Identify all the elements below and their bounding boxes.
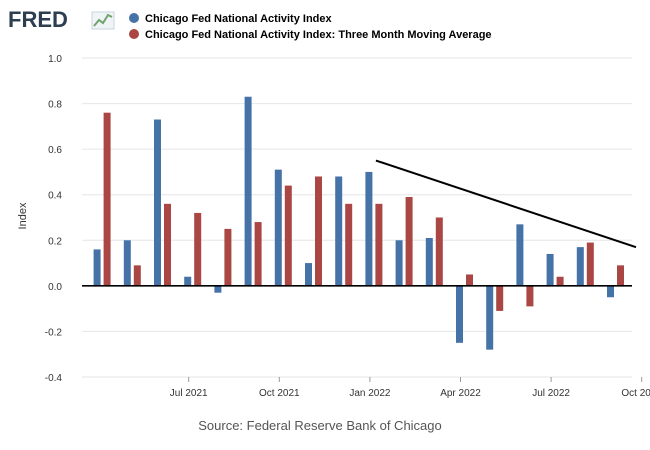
bar-cfnai	[425, 238, 433, 286]
bar-cfnai	[576, 247, 584, 286]
bar-cfnai	[244, 96, 252, 286]
bar-cfnai-ma3	[315, 176, 322, 286]
bars	[93, 96, 624, 350]
bar-cfnai-ma3	[133, 265, 141, 286]
bar-cfnai	[184, 276, 192, 286]
bar-cfnai-ma3	[435, 217, 443, 286]
fred-logo-text: FRED	[8, 7, 68, 32]
bar-cfnai-ma3	[103, 112, 111, 286]
trend-line	[375, 159, 637, 249]
bar-cfnai-ma3	[164, 203, 171, 286]
fred-logo-chart-icon	[91, 11, 115, 30]
bar-cfnai-ma3	[284, 185, 292, 286]
y-tick-label: 0.6	[48, 145, 62, 156]
y-tick-label: 0.4	[48, 191, 62, 202]
bar-cfnai	[123, 240, 131, 286]
y-axis-title: Index	[17, 202, 29, 229]
bar-cfnai	[154, 119, 161, 286]
bar-cfnai-ma3	[345, 203, 353, 286]
bar-cfnai	[335, 176, 343, 286]
bar-cfnai	[305, 263, 312, 286]
source-note: Source: Federal Reserve Bank of Chicago	[198, 418, 442, 433]
bar-cfnai	[274, 169, 282, 286]
x-tick-label: Oct 2022	[621, 388, 650, 399]
y-tick-label: 1.0	[48, 54, 62, 65]
legend-label-cfnai-ma3: Chicago Fed National Activity Index: Thr…	[145, 29, 492, 41]
bar-cfnai	[486, 285, 494, 350]
bar-cfnai	[546, 253, 554, 286]
x-tick-label: Jan 2022	[349, 388, 391, 399]
trend-annotation	[375, 159, 637, 249]
legend-marker-cfnai	[129, 13, 139, 23]
bar-cfnai-ma3	[556, 276, 564, 286]
x-tick-label: Apr 2022	[440, 388, 481, 399]
legend-label-cfnai: Chicago Fed National Activity Index	[145, 13, 333, 25]
x-tick-label: Jul 2022	[532, 388, 570, 399]
y-tick-label: -0.2	[45, 327, 63, 338]
fred-logo[interactable]: FRED	[8, 7, 115, 32]
bar-cfnai-ma3	[405, 196, 413, 286]
bar-cfnai	[214, 285, 222, 293]
bar-cfnai	[607, 285, 614, 298]
bar-cfnai-ma3	[224, 228, 232, 286]
bar-cfnai	[395, 240, 403, 286]
bar-cfnai-ma3	[496, 285, 504, 311]
bar-cfnai-ma3	[466, 274, 473, 286]
x-tick-label: Oct 2021	[259, 388, 300, 399]
y-tick-label: 0.2	[48, 236, 62, 247]
bar-cfnai	[456, 285, 463, 343]
y-axis-ticks: -0.4 -0.2 0.0 0.2 0.4 0.6 0.8 1.0	[45, 54, 63, 384]
legend: Chicago Fed National Activity Index Chic…	[129, 13, 492, 41]
bar-cfnai-ma3	[375, 203, 383, 286]
x-axis-ticks: Jul 2021 Oct 2021 Jan 2022 Apr 2022 Jul 2022…	[170, 377, 650, 399]
x-tick-label: Jul 2021	[170, 388, 208, 399]
bar-cfnai-ma3	[617, 265, 624, 286]
y-tick-label: 0.8	[48, 100, 62, 111]
bar-cfnai-ma3	[526, 285, 534, 307]
bar-cfnai	[516, 224, 524, 286]
bar-cfnai	[365, 171, 373, 286]
y-tick-label: -0.4	[45, 373, 63, 384]
y-tick-label: 0.0	[48, 282, 62, 293]
bar-cfnai-ma3	[194, 212, 202, 286]
legend-marker-cfnai-ma3	[129, 29, 139, 39]
fred-logo-line-icon	[93, 13, 113, 27]
bar-cfnai-ma3	[586, 242, 594, 286]
bar-cfnai-ma3	[254, 222, 262, 286]
bar-cfnai	[93, 249, 101, 286]
